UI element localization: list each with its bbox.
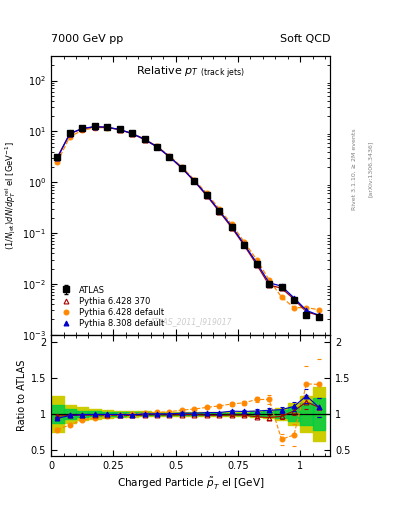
Pythia 6.428 default [267, 277, 272, 283]
Line: Pythia 6.428 370: Pythia 6.428 370 [55, 124, 321, 318]
Pythia 6.428 default [80, 127, 84, 134]
Pythia 6.428 default [142, 136, 147, 142]
Pythia 6.428 default [180, 164, 184, 170]
Pythia 8.308 default [130, 131, 134, 137]
Pythia 8.308 default [80, 125, 84, 132]
Pythia 6.428 370 [204, 193, 209, 199]
Pythia 8.308 default [217, 208, 222, 214]
Pythia 6.428 370 [217, 208, 222, 215]
Pythia 6.428 370 [92, 124, 97, 130]
Y-axis label: $(1/N_\mathrm{jet})dN/dp_T^\mathrm{rel}$ el [GeV$^{-1}$]: $(1/N_\mathrm{jet})dN/dp_T^\mathrm{rel}$… [4, 141, 18, 250]
Pythia 6.428 370 [117, 126, 122, 133]
Pythia 6.428 370 [68, 131, 72, 137]
Text: Relative $p_T$ $\mathregular{_{(track\ jets)}}$: Relative $p_T$ $\mathregular{_{(track\ j… [136, 65, 245, 81]
Line: Pythia 8.308 default: Pythia 8.308 default [55, 124, 321, 318]
Pythia 6.428 370 [154, 144, 159, 150]
Pythia 6.428 370 [142, 137, 147, 143]
Pythia 6.428 370 [105, 124, 110, 131]
Pythia 6.428 370 [230, 224, 234, 230]
Pythia 8.308 default [267, 280, 272, 286]
Pythia 6.428 370 [316, 312, 321, 318]
Pythia 8.308 default [292, 295, 296, 301]
Pythia 6.428 default [316, 307, 321, 313]
Pythia 6.428 370 [304, 309, 309, 315]
Pythia 6.428 default [55, 159, 60, 165]
Pythia 8.308 default [180, 165, 184, 171]
Text: 7000 GeV pp: 7000 GeV pp [51, 33, 123, 44]
Pythia 8.308 default [254, 260, 259, 266]
Pythia 6.428 default [279, 294, 284, 300]
Legend: ATLAS, Pythia 6.428 370, Pythia 6.428 default, Pythia 8.308 default: ATLAS, Pythia 6.428 370, Pythia 6.428 de… [55, 283, 166, 330]
X-axis label: Charged Particle $\tilde{p}_T^{}$ el [GeV]: Charged Particle $\tilde{p}_T^{}$ el [Ge… [117, 476, 264, 492]
Pythia 6.428 default [167, 153, 172, 159]
Pythia 8.308 default [192, 178, 197, 184]
Pythia 6.428 default [130, 130, 134, 136]
Pythia 6.428 370 [279, 285, 284, 291]
Pythia 6.428 default [304, 305, 309, 311]
Pythia 6.428 370 [267, 282, 272, 288]
Pythia 8.308 default [316, 312, 321, 318]
Y-axis label: Ratio to ATLAS: Ratio to ATLAS [17, 359, 27, 431]
Pythia 6.428 370 [242, 242, 246, 248]
Pythia 8.308 default [105, 124, 110, 130]
Pythia 6.428 default [217, 206, 222, 212]
Pythia 6.428 default [68, 134, 72, 140]
Pythia 8.308 default [204, 192, 209, 198]
Pythia 6.428 default [154, 143, 159, 150]
Pythia 6.428 default [204, 190, 209, 197]
Pythia 6.428 default [192, 177, 197, 183]
Pythia 6.428 default [242, 239, 246, 245]
Pythia 6.428 370 [254, 262, 259, 268]
Pythia 8.308 default [117, 126, 122, 133]
Pythia 8.308 default [279, 283, 284, 289]
Pythia 8.308 default [68, 131, 72, 137]
Pythia 6.428 370 [130, 131, 134, 137]
Pythia 6.428 default [92, 124, 97, 131]
Pythia 6.428 370 [180, 165, 184, 172]
Line: Pythia 6.428 default: Pythia 6.428 default [55, 125, 321, 312]
Text: Soft QCD: Soft QCD [280, 33, 330, 44]
Pythia 8.308 default [304, 307, 309, 313]
Text: Rivet 3.1.10, ≥ 2M events: Rivet 3.1.10, ≥ 2M events [352, 128, 357, 210]
Text: ATLAS_2011_I919017: ATLAS_2011_I919017 [149, 317, 232, 326]
Pythia 8.308 default [142, 136, 147, 142]
Pythia 6.428 default [117, 126, 122, 133]
Pythia 6.428 370 [192, 178, 197, 184]
Pythia 8.308 default [167, 154, 172, 160]
Pythia 8.308 default [92, 123, 97, 130]
Pythia 6.428 370 [80, 125, 84, 132]
Pythia 6.428 default [292, 305, 296, 311]
Pythia 6.428 default [230, 221, 234, 227]
Text: [arXiv:1306.3436]: [arXiv:1306.3436] [367, 141, 373, 197]
Pythia 8.308 default [242, 241, 246, 247]
Pythia 8.308 default [55, 155, 60, 161]
Pythia 6.428 default [254, 257, 259, 263]
Pythia 6.428 370 [167, 154, 172, 160]
Pythia 6.428 370 [55, 154, 60, 160]
Pythia 8.308 default [230, 223, 234, 229]
Pythia 6.428 370 [292, 296, 296, 302]
Pythia 6.428 default [105, 124, 110, 131]
Pythia 8.308 default [154, 143, 159, 150]
